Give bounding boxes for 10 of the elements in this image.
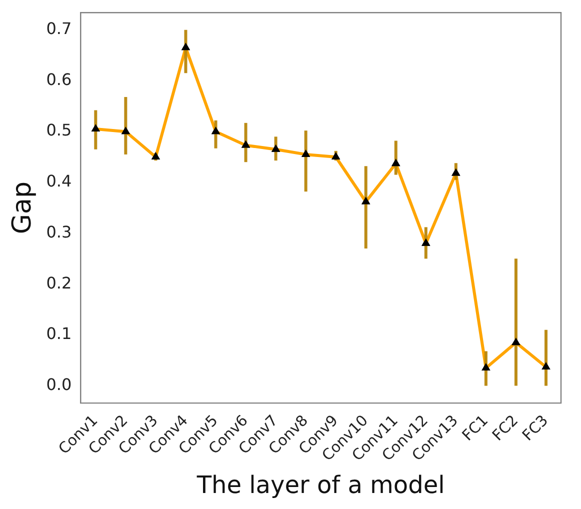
y-tick-label: 0.7 bbox=[46, 19, 72, 38]
x-axis-title: The layer of a model bbox=[196, 470, 445, 499]
y-tick-label: 0.4 bbox=[46, 172, 72, 191]
y-tick-label: 0.2 bbox=[46, 273, 72, 292]
y-tick-label: 0.0 bbox=[46, 374, 72, 394]
y-tick-label: 0.6 bbox=[46, 70, 72, 89]
y-axis-title: Gap bbox=[7, 182, 38, 234]
y-tick-label: 0.5 bbox=[46, 120, 72, 140]
y-tick-label: 0.1 bbox=[46, 324, 72, 344]
y-tick-label: 0.3 bbox=[46, 222, 72, 242]
